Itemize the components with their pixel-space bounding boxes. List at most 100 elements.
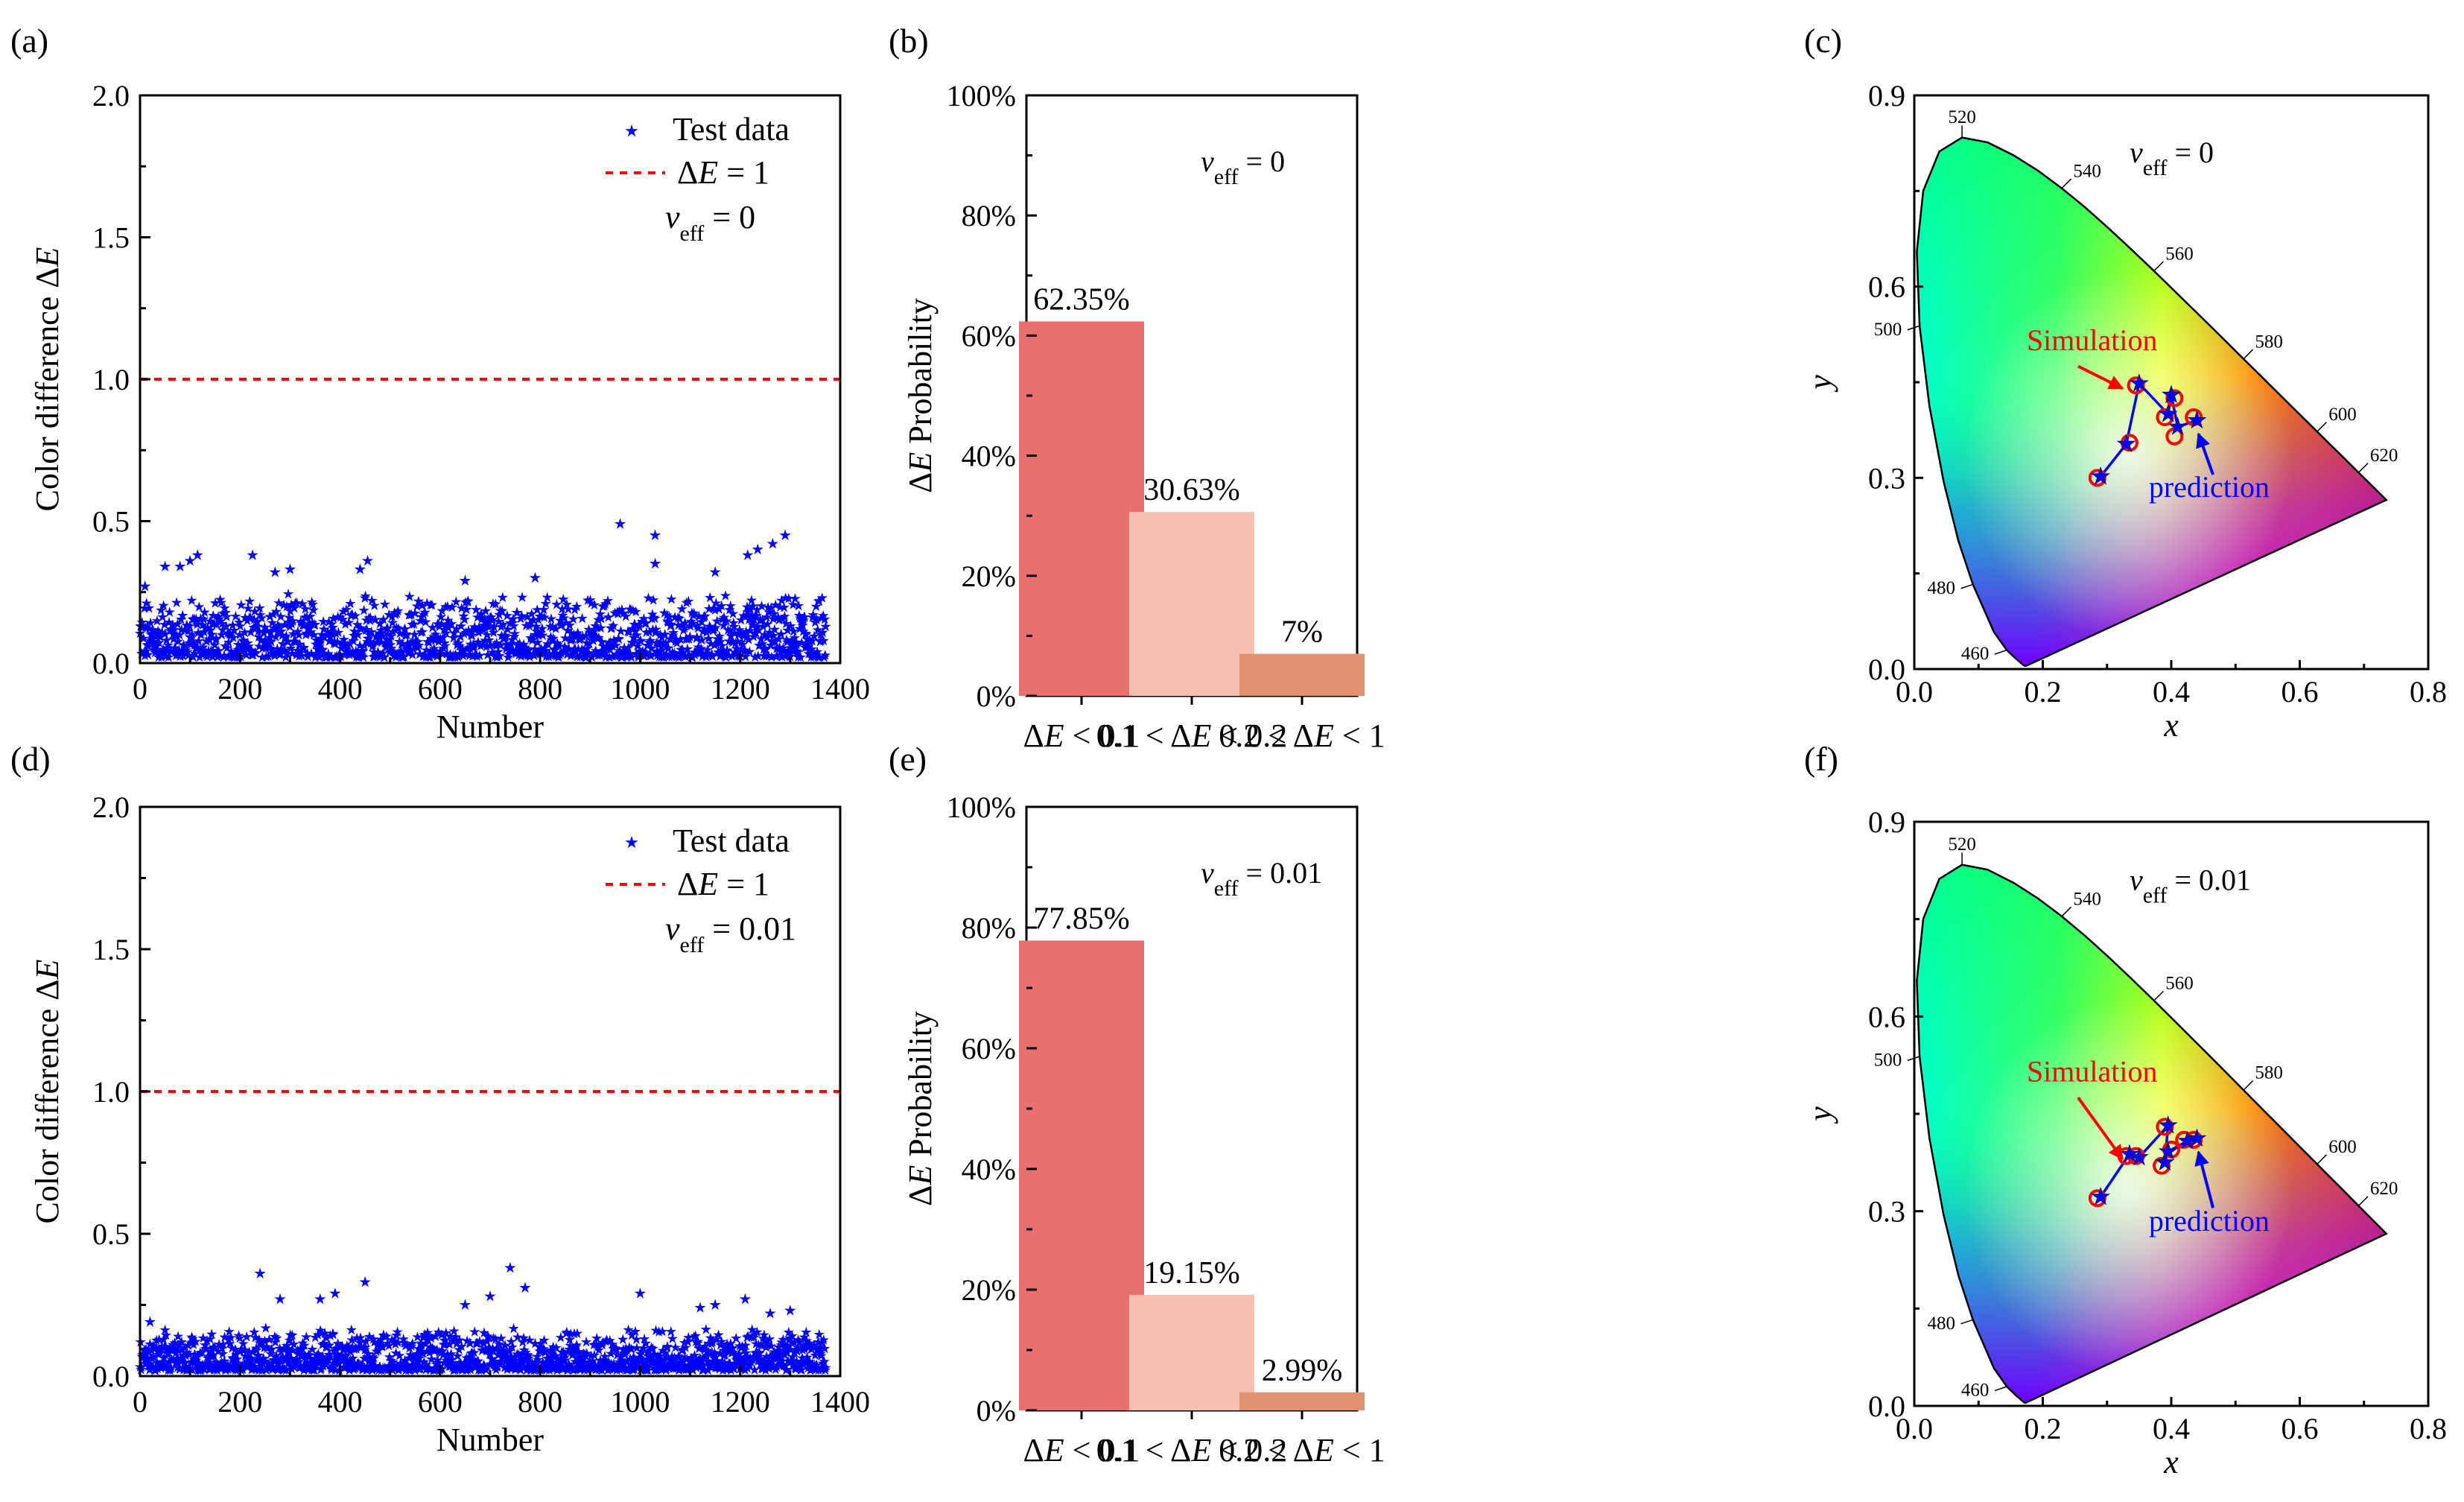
wavelength-label: 600 (2328, 1137, 2357, 1157)
data-point-outlier (459, 1299, 471, 1310)
data-point (497, 592, 508, 603)
x-tick-label: 0.0 (1896, 1412, 1933, 1445)
data-point (346, 1324, 357, 1335)
y-tick-label: 2.0 (92, 79, 130, 113)
y-tick-label: 0.0 (92, 1360, 130, 1393)
data-point (705, 592, 716, 603)
data-point-outlier (764, 1307, 776, 1319)
data-point-outlier (144, 1316, 156, 1327)
wavelength-label: 460 (1961, 1381, 1990, 1401)
x-tick-label: 0 (133, 672, 147, 706)
wavelength-tick (2317, 1154, 2327, 1165)
bar-value-label: 7% (1281, 615, 1323, 650)
bar-3 (1239, 1392, 1365, 1410)
x-tick-label: 0.6 (2282, 1412, 2319, 1445)
y-tick-label: 1.5 (92, 221, 130, 255)
prediction-arrow (2194, 1150, 2214, 1208)
prediction-label: prediction (2149, 470, 2270, 504)
data-point-outlier (709, 1299, 721, 1310)
data-point-outlier (269, 566, 281, 577)
data-point (282, 589, 294, 599)
y-tick-label: 0.6 (1868, 1000, 1905, 1033)
data-point (746, 595, 758, 605)
bar-2 (1129, 1294, 1254, 1410)
simulation-arrow (2077, 364, 2124, 390)
x-axis-label: x (2163, 707, 2179, 744)
data-point-outlier (504, 1261, 516, 1273)
data-point-outlier (354, 563, 366, 574)
x-tick-label: 200 (217, 1385, 262, 1419)
y-tick-label: 60% (962, 1032, 1016, 1065)
bar-value-label: 19.15% (1143, 1256, 1240, 1290)
panel-e-bar: 77.85% ΔE < 0.1 19.15% 0.1 < ΔE < 0.2 2.99% 0… (902, 790, 1385, 1468)
data-point-outlier (739, 1293, 752, 1305)
wavelength-tick (1994, 1386, 2007, 1392)
data-point-outlier (742, 549, 754, 560)
wavelength-label: 460 (1961, 644, 1990, 664)
y-tick-label: 0.9 (1868, 805, 1905, 839)
spectral-locus (1916, 136, 2388, 668)
annotation-veff: veff = 0.01 (2130, 863, 2251, 907)
data-point-outlier (766, 537, 778, 549)
wavelength-tick (2243, 1080, 2254, 1091)
wavelength-tick (2153, 261, 2164, 272)
spectral-locus (1916, 864, 2388, 1404)
data-point-outlier (274, 1293, 286, 1305)
data-point (206, 1328, 217, 1340)
data-point-outlier (314, 1293, 326, 1305)
wavelength-label: 520 (1948, 834, 1976, 855)
y-axis-label: ΔE Probability (902, 298, 939, 493)
y-tick-label: 0.0 (1868, 1389, 1905, 1423)
y-tick-label: 0.5 (92, 1217, 130, 1251)
bar-1 (1019, 940, 1144, 1410)
x-tick-label: 1400 (810, 672, 870, 706)
wavelength-label: 480 (1927, 1314, 1955, 1334)
y-tick-label: 0.6 (1868, 270, 1905, 304)
x-tick-label: 600 (418, 1385, 463, 1419)
data-point-outlier (649, 529, 661, 541)
wavelength-label: 620 (2370, 1179, 2398, 1199)
simulation-arrow (2077, 1097, 2124, 1161)
y-tick-label: 0.3 (1868, 1195, 1905, 1229)
panel-b-bar: 62.35% ΔE < 0.1 30.63% 0.1 < ΔE < 0.2 7% 0.2 … (902, 79, 1385, 754)
legend-line-label: ΔE = 1 (677, 866, 769, 902)
y-tick-label: 40% (962, 440, 1016, 473)
legend-line-label: ΔE = 1 (677, 154, 769, 191)
data-point-outlier (174, 560, 186, 571)
y-tick-label: 0.0 (92, 647, 130, 680)
legend-annotation: veff = 0 (665, 199, 755, 246)
simulation-label: Simulation (2027, 323, 2158, 357)
wavelength-label: 500 (1874, 320, 1902, 340)
panel-f-cie: 460 480 500 520 540 560 580 600 620 0.0 0.2 0.4 0.6 0… (1802, 805, 2447, 1480)
wavelength-tick (1994, 649, 2007, 655)
bar-3 (1239, 653, 1365, 696)
y-tick-label: 0% (977, 679, 1016, 713)
x-tick-label: 0.0 (1896, 675, 1933, 709)
wavelength-label: 480 (1927, 578, 1955, 598)
data-point (171, 597, 182, 608)
data-point-outlier (184, 554, 196, 566)
y-tick-label: 100% (947, 790, 1016, 824)
panel-c-cie: 460 480 500 520 540 560 580 600 620 0.0 0.2 0.4 0.6 0… (1802, 79, 2447, 744)
data-point (186, 595, 197, 606)
simulation-point (2088, 1189, 2106, 1208)
x-tick-label: 600 (418, 672, 463, 706)
data-point-outlier (779, 529, 791, 541)
x-axis-label: Number (436, 709, 544, 745)
wavelength-tick (2317, 422, 2327, 432)
data-point-outlier (459, 574, 471, 586)
panel-a-scatter: 0 200 400 600 800 1000 1200 1400 0.0 0.5 1.0 1.5 2.0… (29, 79, 870, 745)
y-tick-label: 0.5 (92, 505, 130, 539)
bar-2 (1129, 512, 1254, 696)
category-label: 0.2 < ΔE < 1 (1219, 1432, 1385, 1468)
wavelength-tick (1960, 583, 1973, 589)
simulation-label: Simulation (2027, 1054, 2158, 1088)
data-point-outlier (649, 557, 661, 569)
wavelength-tick (2061, 906, 2072, 917)
y-tick-label: 0% (977, 1394, 1016, 1427)
wavelength-label: 600 (2328, 405, 2357, 425)
y-tick-label: 20% (962, 560, 1016, 593)
y-tick-label: 0.3 (1868, 461, 1905, 495)
annotation-veff: veff = 0.01 (1201, 856, 1322, 901)
panel-label-f: (f) (1804, 740, 1838, 778)
